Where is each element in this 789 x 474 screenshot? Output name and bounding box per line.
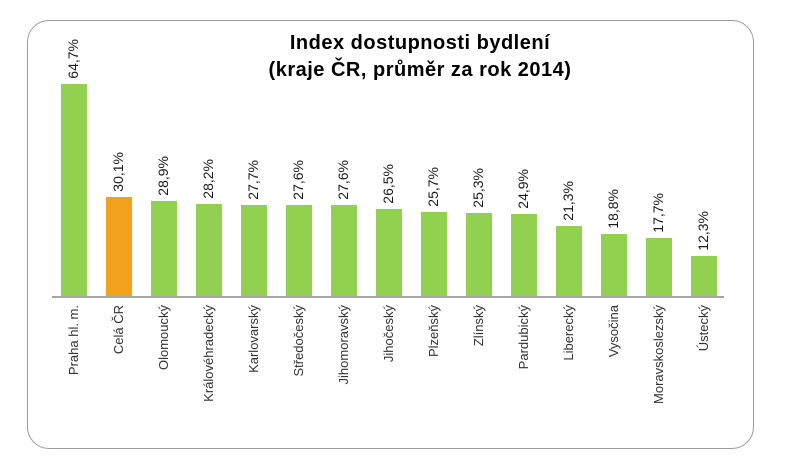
category-label: Ústecký — [695, 305, 711, 352]
bar-value-label: 21,3% — [560, 181, 576, 221]
category-labels-row: Praha hl. m. Celá ČR Olomoucký Královéhrade… — [51, 305, 726, 404]
bar-column: 30,1% — [96, 0, 141, 296]
bar-column: 28,2% — [186, 0, 231, 296]
bar — [465, 213, 492, 296]
bar-value-label: 27,6% — [290, 160, 306, 200]
bar-value-label: 25,7% — [425, 167, 441, 207]
bar — [600, 234, 627, 296]
bar-value-label: 25,3% — [470, 168, 486, 208]
category-label: Plzeňský — [425, 305, 441, 358]
category-label: Praha hl. m. — [65, 305, 81, 376]
category-column: Liberecký — [546, 305, 591, 361]
bar — [645, 238, 672, 296]
bar — [240, 205, 267, 296]
category-label: Olomoucký — [155, 305, 171, 371]
bar-column: 21,3% — [546, 0, 591, 296]
category-column: Pardubický — [501, 305, 546, 369]
category-label: Liberecký — [560, 305, 576, 361]
bar-value-label: 24,9% — [515, 169, 531, 209]
category-column: Jihočeský — [366, 305, 411, 362]
bar-value-label: 26,5% — [380, 164, 396, 204]
category-column: Středočeský — [276, 305, 321, 377]
bar-column: 18,8% — [591, 0, 636, 296]
bar — [105, 197, 132, 296]
category-label: Celá ČR — [110, 305, 126, 355]
bar — [60, 84, 87, 296]
bar — [555, 226, 582, 296]
bar — [510, 214, 537, 296]
category-column: Olomoucký — [141, 305, 186, 370]
bar — [150, 201, 177, 296]
bar-value-label: 64,7% — [65, 39, 81, 79]
bar — [420, 212, 447, 296]
bar-column: 27,6% — [321, 0, 366, 296]
category-column: Moravskoslezský — [636, 305, 681, 404]
category-column: Královéhradecký — [186, 305, 231, 402]
category-column: Celá ČR — [96, 305, 141, 354]
chart-title: Index dostupnosti bydlení — [289, 32, 551, 54]
bar-column: 28,9% — [141, 0, 186, 296]
bars-row: 64,7% 30,1% 28,9% 28,2% 27,7% 27,6% 27,6% 26,5%… — [51, 0, 726, 296]
bar-column: 27,7% — [231, 0, 276, 296]
bar-value-label: 27,7% — [245, 160, 261, 200]
category-column: Praha hl. m. — [51, 305, 96, 375]
category-column: Vysočina — [591, 305, 636, 357]
bar — [375, 209, 402, 296]
category-column: Plzeňský — [411, 305, 456, 357]
chart-subtitle: (kraje ČR, průměr za rok 2014) — [268, 59, 572, 81]
bar-value-label: 27,6% — [335, 160, 351, 200]
category-label: Pardubický — [515, 305, 531, 370]
bar — [195, 204, 222, 296]
category-column: Jihomoravský — [321, 305, 366, 384]
bar-column: 12,3% — [681, 0, 726, 296]
category-label: Jihočeský — [380, 305, 396, 363]
bar-value-label: 30,1% — [110, 152, 126, 192]
bar-value-label: 28,2% — [200, 159, 216, 199]
bar — [690, 256, 717, 296]
bar — [330, 205, 357, 296]
bar-column: 64,7% — [51, 0, 96, 296]
bar — [285, 205, 312, 296]
bar-value-label: 18,8% — [605, 189, 621, 229]
category-label: Královéhradecký — [200, 305, 216, 402]
category-label: Středočeský — [290, 305, 306, 377]
bar-column: 26,5% — [366, 0, 411, 296]
bar-value-label: 12,3% — [695, 211, 711, 251]
bar-value-label: 17,7% — [650, 193, 666, 233]
category-label: Jihomoravský — [335, 305, 351, 385]
bar-column: 25,7% — [411, 0, 456, 296]
bar-column: 17,7% — [636, 0, 681, 296]
category-label: Moravskoslezský — [650, 305, 666, 404]
category-column: Ústecký — [681, 305, 726, 351]
category-label: Karlovarský — [245, 305, 261, 373]
bar-value-label: 28,9% — [155, 156, 171, 196]
chart-title-block: Index dostupnosti bydlení (kraje ČR, prů… — [85, 30, 755, 84]
category-column: Karlovarský — [231, 305, 276, 373]
x-axis-line — [52, 296, 724, 298]
category-column: Zlínský — [456, 305, 501, 346]
bar-column: 24,9% — [501, 0, 546, 296]
bar-column: 27,6% — [276, 0, 321, 296]
category-label: Zlínský — [470, 305, 486, 347]
bar-column: 25,3% — [456, 0, 501, 296]
category-label: Vysočina — [605, 305, 621, 358]
